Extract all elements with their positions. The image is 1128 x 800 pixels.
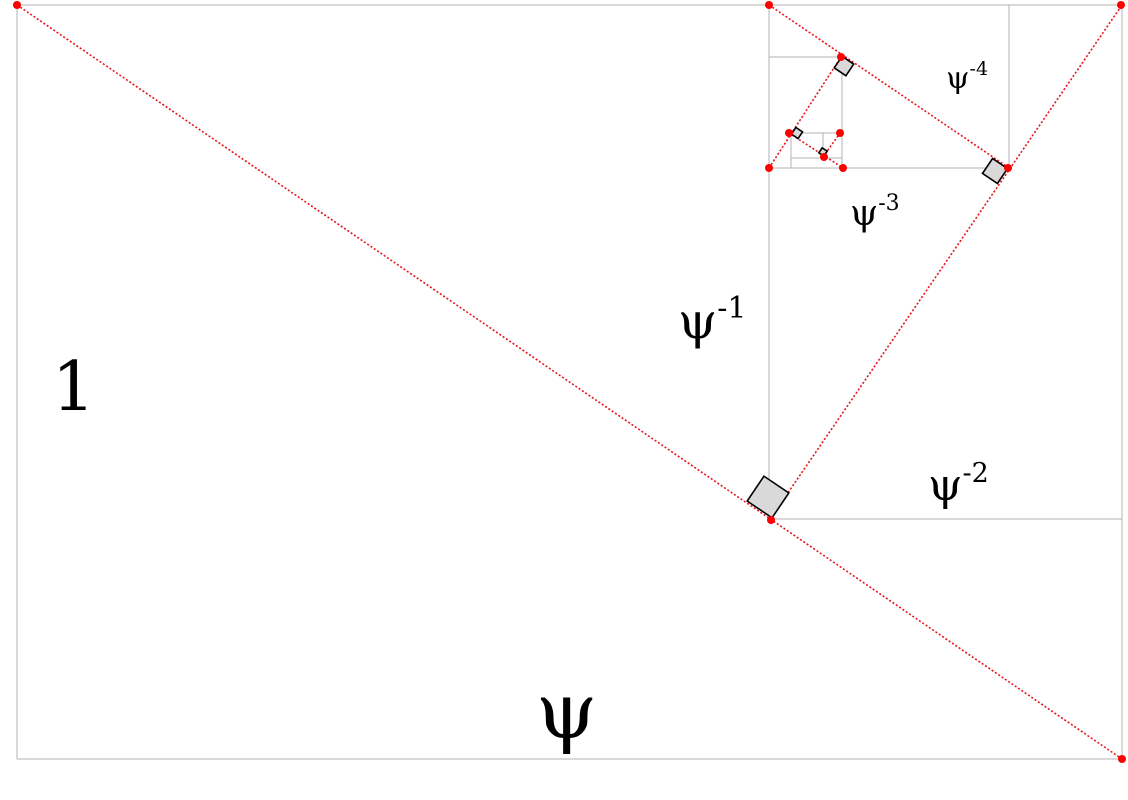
diagonal-fourth: [768, 56, 842, 169]
right-angle-markers: [746, 55, 1009, 519]
point-10: [836, 129, 844, 137]
label-psi-inv1-base: ψ: [678, 292, 717, 350]
label-psi-inv4-exp: -4: [970, 58, 989, 80]
point-4: [1117, 1, 1125, 9]
label-psi-inv3: ψ-3: [850, 191, 900, 234]
point-2: [1118, 755, 1126, 763]
right-angle-marker-2: [981, 157, 1009, 185]
label-psi-inv2-base: ψ: [928, 460, 963, 511]
label-one: 1: [52, 348, 95, 427]
point-5: [767, 516, 775, 524]
label-psi-inv2: ψ-2: [928, 458, 989, 511]
point-9: [785, 129, 793, 137]
point-1: [13, 1, 21, 9]
label-psi-inv1-exp: -1: [717, 291, 746, 326]
diagonal-lines: [16, 4, 1123, 760]
point-7: [765, 164, 773, 172]
label-psi-inv4: ψ-4: [946, 58, 988, 96]
point-11: [839, 164, 847, 172]
intersection-points: [13, 1, 1126, 763]
point-12: [820, 153, 828, 161]
right-angle-marker-3: [833, 55, 855, 77]
right-angle-marker-4: [790, 126, 804, 140]
label-psi-inv4-base: ψ: [946, 61, 970, 96]
label-psi-inv2-exp: -2: [963, 458, 989, 489]
diagonal-third: [768, 4, 1010, 169]
label-psi-inv3-exp: -3: [878, 191, 899, 216]
label-psi-inv3-base: ψ: [850, 193, 878, 234]
point-8: [837, 53, 845, 61]
diagonal-fifth: [788, 132, 844, 169]
label-psi-inv1: ψ-1: [678, 291, 746, 350]
point-3: [765, 1, 773, 9]
label-psi: ψ: [536, 667, 597, 757]
right-angle-marker-1: [746, 475, 790, 519]
point-6: [1004, 164, 1012, 172]
diagonal-main: [16, 4, 1123, 760]
